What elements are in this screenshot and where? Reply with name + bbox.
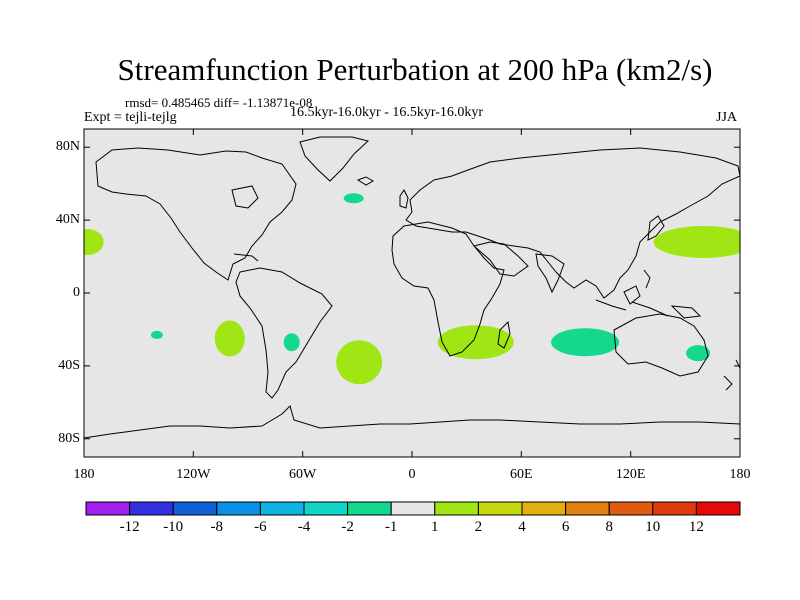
- lon-tick-label: 120E: [615, 467, 646, 482]
- coastline-indonesia: [595, 299, 669, 317]
- lat-tick-label: 0: [73, 285, 80, 300]
- colorbar-label: -1: [384, 519, 398, 535]
- coastline-north-america: [95, 147, 297, 281]
- anomaly-south-america-negative: [283, 333, 300, 352]
- colorbar-swatch: [390, 501, 436, 516]
- anomaly-southern-africa-positive: [437, 325, 514, 360]
- anomaly-northwest-pacific-positive: [653, 225, 740, 258]
- colorbar-swatch: [608, 501, 654, 516]
- coastline-new-zealand: [723, 359, 740, 391]
- anomaly-east-australia-negative: [686, 345, 711, 362]
- lon-tick-label: 180: [729, 467, 751, 482]
- colorbar-label: 2: [474, 519, 483, 535]
- colorbar-swatch: [129, 501, 174, 516]
- colorbar-swatch: [695, 501, 741, 516]
- colorbar-swatch: [477, 501, 523, 516]
- colorbar-label: -2: [341, 519, 354, 535]
- coastline-arabia: [472, 241, 529, 277]
- colorbar-label: -12: [119, 519, 140, 535]
- lat-tick-label: 80N: [55, 139, 80, 155]
- colorbar-label: 10: [645, 519, 661, 535]
- colorbar-swatch: [85, 501, 131, 516]
- colorbar-label: -10: [163, 519, 184, 535]
- lon-tick-label: 60E: [510, 467, 533, 482]
- colorbar-swatch: [216, 501, 261, 516]
- season-label: JJA: [716, 110, 738, 125]
- colorbar-label: 12: [688, 519, 704, 535]
- colorbar-label: 8: [605, 519, 613, 535]
- coastline-antarctica: [84, 405, 740, 439]
- expt-line: Expt = tejli-tejlg: [84, 110, 177, 125]
- colorbar-label: -4: [297, 519, 311, 535]
- coastline-hudson-bay: [231, 185, 259, 209]
- anomaly-south-pacific-positive: [214, 320, 245, 357]
- lon-tick-label: 0: [408, 467, 416, 482]
- anomaly-indian-ocean-negative: [551, 328, 620, 357]
- coastline-borneo: [623, 269, 651, 305]
- colorbar-label: -6: [254, 519, 267, 535]
- lat-tick-label: 40N: [55, 212, 80, 228]
- period-line: 16.5kyr-16.0kyr - 16.5kyr-16.0kyr: [290, 105, 484, 120]
- coastlines: [84, 136, 740, 439]
- map-background: [84, 129, 740, 457]
- colorbar-label: 6: [561, 519, 570, 535]
- lon-tick-label: 120W: [176, 467, 211, 482]
- coastline-australia: [613, 313, 709, 377]
- lon-tick-label: 60W: [289, 467, 317, 482]
- coastline-caribbean: [233, 253, 259, 262]
- lon-tick-label: 180: [73, 467, 95, 482]
- coastline-iceland: [356, 176, 375, 186]
- anomaly-south-atlantic-positive: [336, 340, 383, 385]
- coastline-new-guinea: [670, 305, 702, 319]
- lat-tick-label: 80S: [58, 430, 80, 446]
- colorbar-swatch: [434, 501, 479, 516]
- colorbar-swatch: [172, 501, 218, 516]
- coastline-japan: [647, 215, 665, 241]
- coastline-uk: [399, 189, 409, 209]
- coastline-india: [535, 253, 565, 294]
- colorbar-swatch: [565, 501, 610, 516]
- coastline-greenland: [299, 136, 370, 182]
- anomaly-north-atlantic-negative: [343, 193, 364, 204]
- coastline-africa: [391, 221, 505, 357]
- lat-tick-label: 40S: [58, 357, 80, 373]
- colorbar-label: -8: [210, 519, 224, 535]
- coastline-eurasia: [405, 147, 740, 299]
- coastline-madagascar: [497, 320, 511, 349]
- plot-title: Streamfunction Perturbation at 200 hPa (…: [117, 52, 713, 87]
- colorbar-label: 4: [518, 519, 526, 535]
- colorbar-swatch: [259, 501, 305, 516]
- colorbar-swatch: [303, 501, 349, 516]
- colorbar-swatch: [521, 501, 567, 516]
- coastline-south-america: [235, 267, 333, 399]
- colorbar-swatch: [652, 501, 697, 516]
- anomaly-south-pacific-small-negative: [150, 330, 163, 339]
- stats-line: rmsd= 0.485465 diff= -1.13871e-08: [125, 95, 313, 110]
- anomaly-east-pacific-positive-west-edge: [84, 228, 104, 255]
- colorbar-swatch: [347, 501, 392, 516]
- colorbar-label: 1: [431, 519, 439, 535]
